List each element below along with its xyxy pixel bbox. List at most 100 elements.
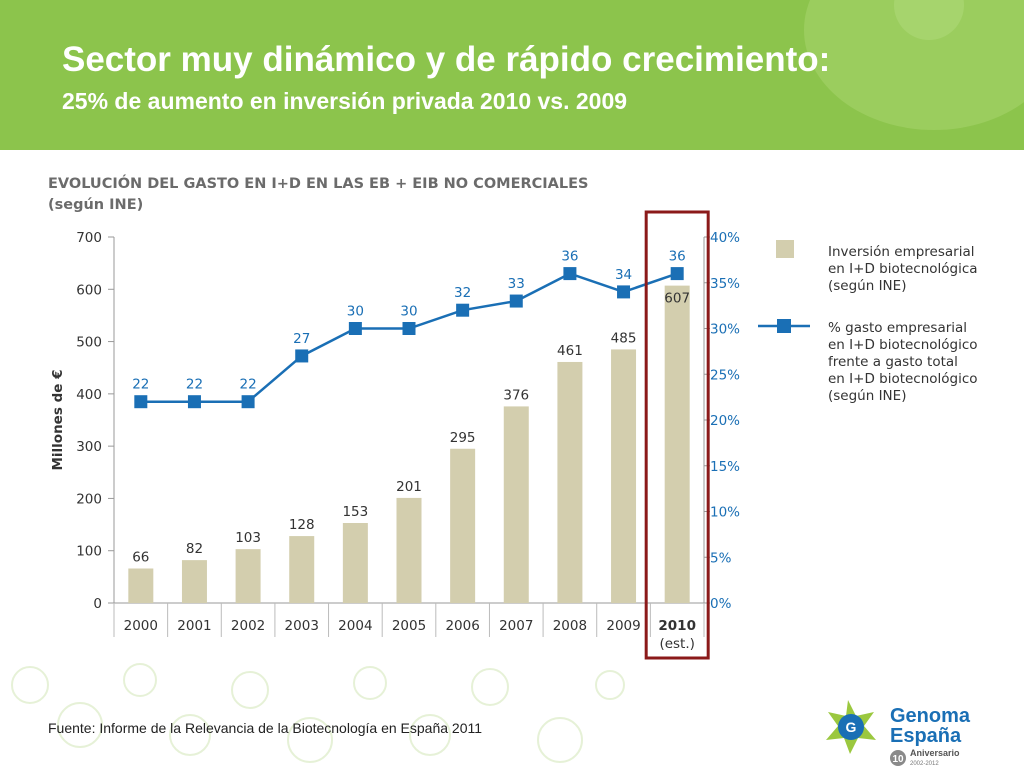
x-tick-label-note: (est.) <box>659 636 694 652</box>
bar-2008 <box>557 361 583 603</box>
line-marker-2008 <box>563 267 577 281</box>
logo-badge-number: 10 <box>892 754 904 765</box>
y-tick-label-right: 10% <box>710 505 740 521</box>
header-band <box>0 0 1024 150</box>
line-series <box>140 272 678 403</box>
bar-value-label: 607 <box>664 291 690 307</box>
line-marker-2001 <box>187 395 201 409</box>
legend-line-swatch <box>758 319 810 333</box>
x-tick-label: 2001 <box>177 618 211 634</box>
bar-value-label: 485 <box>611 330 637 346</box>
y-tick-label-left: 700 <box>76 230 102 246</box>
y-tick-label-right: 15% <box>710 459 740 475</box>
bar-2009 <box>611 349 637 603</box>
line-value-label: 22 <box>239 377 256 393</box>
logo-letter: G <box>846 719 857 735</box>
legend-line-label: % gasto empresarial en I+D biotecnológico… <box>828 320 978 405</box>
line-value-label: 33 <box>508 276 525 292</box>
line-marker-2003 <box>295 349 309 363</box>
y-tick-label-right: 20% <box>710 413 740 429</box>
x-tick-label: 2004 <box>338 618 372 634</box>
line-marker-2002 <box>241 395 255 409</box>
legend-line-line-5: (según INE) <box>828 388 907 404</box>
bar-2010 <box>664 285 690 603</box>
bar-value-label: 128 <box>289 517 315 533</box>
x-tick-label: 2002 <box>231 618 265 634</box>
bar-2000 <box>128 568 154 603</box>
page-title: Sector muy dinámico y de rápido crecimie… <box>62 40 831 79</box>
y-tick-label-left: 500 <box>76 335 102 351</box>
line-value-label: 27 <box>293 331 310 347</box>
legend-line-line-2: en I+D biotecnológico <box>828 337 978 353</box>
bar-2003 <box>289 536 315 603</box>
y-tick-label-left: 200 <box>76 491 102 507</box>
bar-value-label: 295 <box>450 430 476 446</box>
logo-years: 2002-2012 <box>910 761 939 766</box>
bar-value-label: 153 <box>342 504 368 520</box>
line-marker-2004 <box>348 322 362 335</box>
line-value-label: 36 <box>669 249 686 265</box>
x-tick-label: 2009 <box>606 618 640 634</box>
y-tick-label-right: 40% <box>710 230 740 246</box>
y-tick-label-right: 30% <box>710 322 740 338</box>
y-tick-label-right: 35% <box>710 276 740 292</box>
y-tick-label-left: 400 <box>76 387 102 403</box>
line-value-label: 36 <box>561 249 578 265</box>
bar-2001 <box>181 560 207 603</box>
bar-value-label: 376 <box>503 387 529 403</box>
bar-2004 <box>342 523 368 603</box>
legend-bar-line-1: Inversión empresarial <box>828 244 975 260</box>
x-tick-label: 2003 <box>285 618 319 634</box>
logo-anniversary: Aniversario <box>910 748 960 758</box>
legend-line-line-4: en I+D biotecnológico <box>828 371 978 387</box>
y-tick-label-left: 600 <box>76 282 102 298</box>
logo-name-line1: Genoma <box>890 705 971 727</box>
chart-title-line1: EVOLUCIÓN DEL GASTO EN I+D EN LAS EB + E… <box>48 176 589 192</box>
legend-line-line-3: frente a gasto total <box>828 354 958 370</box>
chart-title-line2: (según INE) <box>48 197 144 213</box>
line-marker-2009 <box>617 285 631 299</box>
decorative-bubbles <box>11 663 625 763</box>
x-tick-label: 2005 <box>392 618 426 634</box>
line-marker-2007 <box>509 294 523 308</box>
bar-2007 <box>503 406 529 603</box>
bar-value-label: 201 <box>396 479 422 495</box>
y-axis-title: Millones de € <box>50 369 66 470</box>
x-tick-label: 2000 <box>124 618 158 634</box>
chart-title: EVOLUCIÓN DEL GASTO EN I+D EN LAS EB + E… <box>48 174 589 216</box>
y-tick-label-left: 100 <box>76 544 102 560</box>
y-tick-label-left: 300 <box>76 439 102 455</box>
bar-value-label: 82 <box>186 541 203 557</box>
x-tick-label: 2007 <box>499 618 533 634</box>
legend-bar-line-3: (según INE) <box>828 278 907 294</box>
y-tick-label-right: 5% <box>710 550 732 566</box>
bar-value-label: 461 <box>557 343 583 359</box>
line-marker-2005 <box>402 322 416 335</box>
x-tick-label: 2006 <box>445 618 479 634</box>
legend-bar-label: Inversión empresarial en I+D biotecnológi… <box>828 244 978 295</box>
line-marker-2006 <box>456 303 470 317</box>
y-tick-label-right: 25% <box>710 367 740 383</box>
line-value-label: 34 <box>615 267 632 283</box>
y-tick-label-left: 0 <box>93 596 102 612</box>
highlight-box-2010 <box>644 210 710 660</box>
y-tick-label-right: 0% <box>710 596 732 612</box>
legend-bar-swatch <box>776 240 794 258</box>
bar-2002 <box>235 549 261 603</box>
source-note: Fuente: Informe de la Relevancia de la B… <box>48 720 483 736</box>
genoma-espana-logo: G Genoma España 10 Aniversario 2002-2012 <box>826 700 971 766</box>
line-value-label: 30 <box>400 304 417 320</box>
x-tick-label: 2010 <box>658 618 696 634</box>
legend-bar-line-2: en I+D biotecnológica <box>828 261 978 277</box>
bar-value-label: 103 <box>235 530 261 546</box>
line-value-label: 32 <box>454 285 471 301</box>
bar-2006 <box>450 448 476 603</box>
bar-value-label: 66 <box>132 549 149 565</box>
page-subtitle: 25% de aumento en inversión privada 2010… <box>62 88 628 114</box>
line-value-label: 30 <box>347 304 364 320</box>
line-value-label: 22 <box>132 377 149 393</box>
logo-name-line2: España <box>890 725 962 747</box>
bar-2005 <box>396 497 422 603</box>
line-marker-2000 <box>134 395 148 409</box>
